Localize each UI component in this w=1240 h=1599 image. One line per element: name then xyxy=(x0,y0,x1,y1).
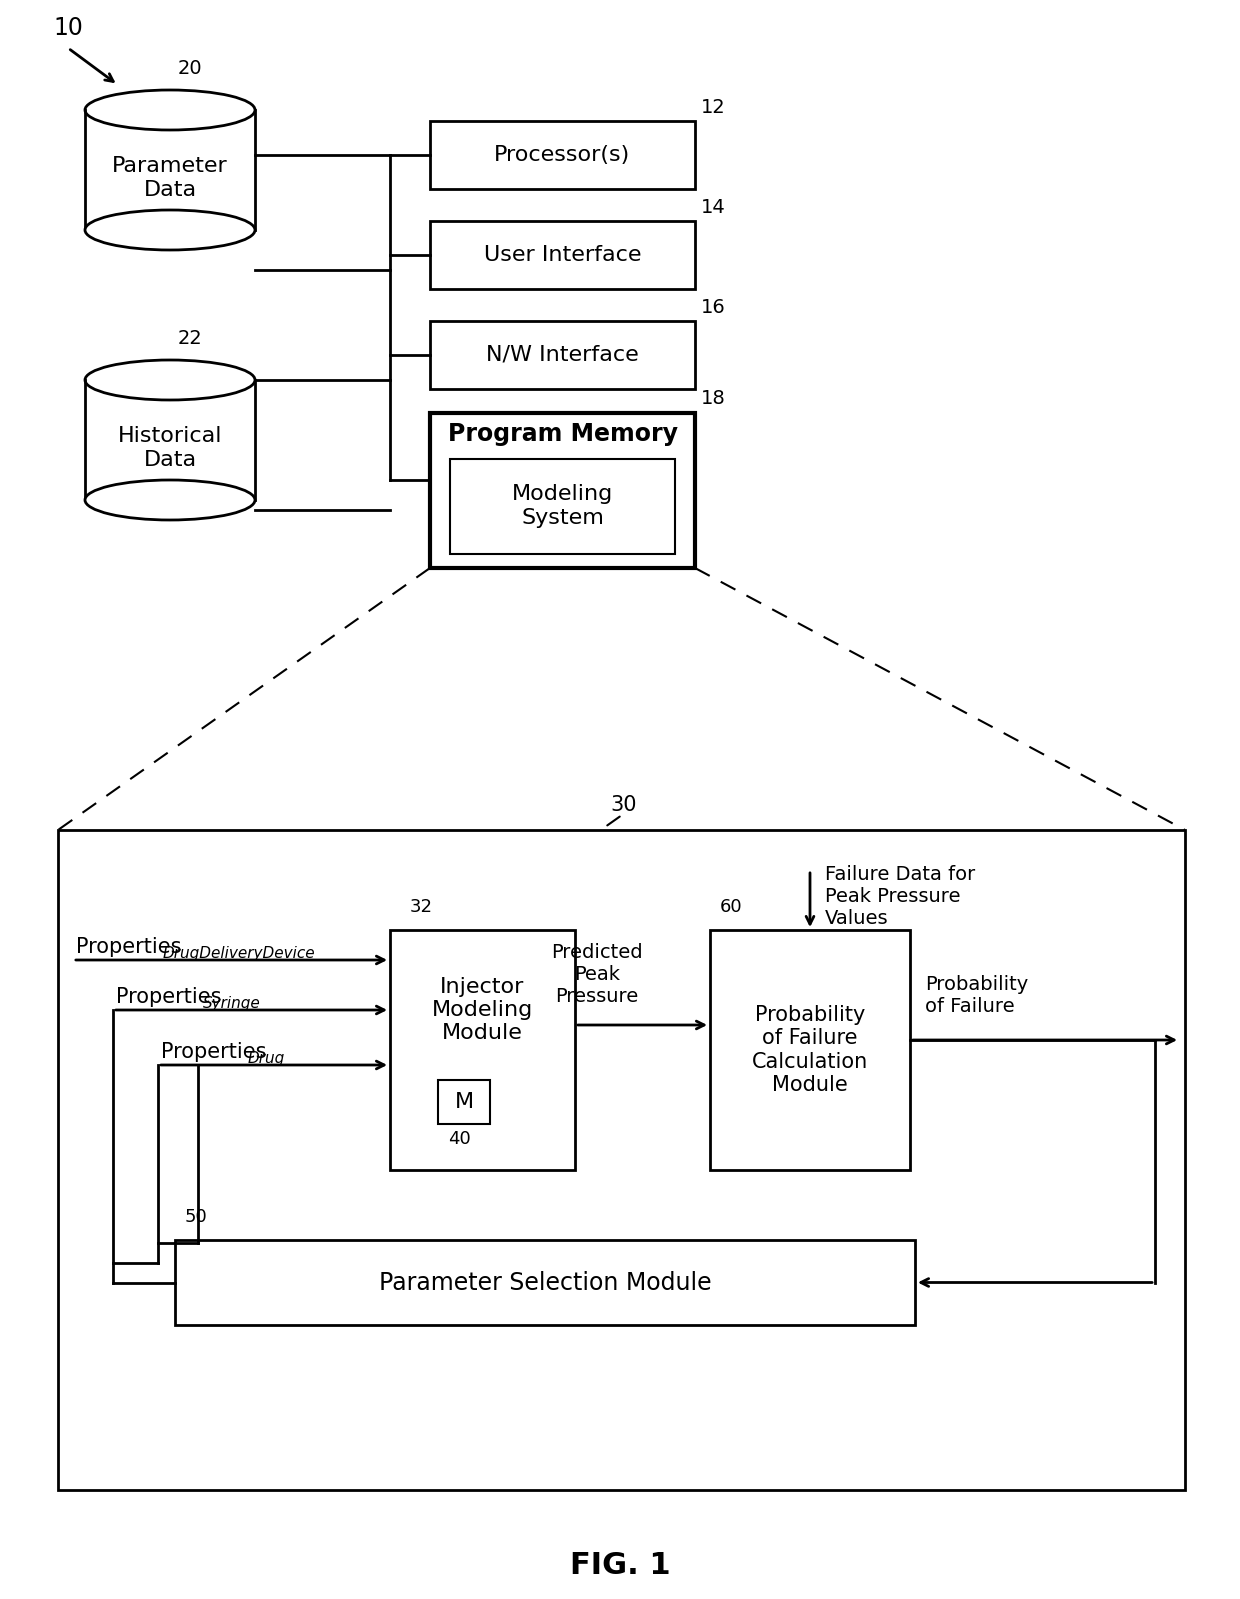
Bar xyxy=(450,459,675,553)
Text: Properties: Properties xyxy=(76,937,188,956)
Text: Parameter Selection Module: Parameter Selection Module xyxy=(378,1271,712,1295)
Text: 12: 12 xyxy=(701,98,725,117)
Text: 10: 10 xyxy=(53,16,83,40)
Text: 18: 18 xyxy=(701,390,725,408)
Text: 14: 14 xyxy=(701,198,725,217)
Text: Probability
of Failure: Probability of Failure xyxy=(925,974,1028,1015)
Text: 20: 20 xyxy=(179,59,202,78)
Text: 16: 16 xyxy=(701,297,725,317)
Bar xyxy=(438,1079,490,1124)
Text: User Interface: User Interface xyxy=(484,245,641,265)
Text: Program Memory: Program Memory xyxy=(448,422,677,446)
Text: DrugDeliveryDevice: DrugDeliveryDevice xyxy=(162,947,316,961)
Bar xyxy=(175,1239,915,1326)
Ellipse shape xyxy=(86,480,255,520)
Bar xyxy=(430,221,694,289)
Text: 22: 22 xyxy=(179,329,203,349)
Text: FIG. 1: FIG. 1 xyxy=(569,1551,671,1580)
Bar xyxy=(430,413,694,568)
Text: Modeling
System: Modeling System xyxy=(512,484,613,528)
Ellipse shape xyxy=(86,90,255,130)
Ellipse shape xyxy=(86,360,255,400)
Text: Drug: Drug xyxy=(248,1051,285,1067)
Text: Injector
Modeling
Module: Injector Modeling Module xyxy=(432,977,533,1043)
Text: Probability
of Failure
Calculation
Module: Probability of Failure Calculation Modul… xyxy=(751,1006,868,1095)
Text: Historical
Data: Historical Data xyxy=(118,427,222,470)
Text: Properties: Properties xyxy=(117,987,228,1007)
Text: Properties: Properties xyxy=(161,1043,273,1062)
Text: 60: 60 xyxy=(720,899,743,916)
Text: 32: 32 xyxy=(410,899,433,916)
Text: 30: 30 xyxy=(610,795,636,815)
Text: 40: 40 xyxy=(448,1130,471,1148)
Bar xyxy=(86,110,255,230)
Text: M: M xyxy=(454,1092,474,1111)
Ellipse shape xyxy=(86,209,255,249)
Text: Processor(s): Processor(s) xyxy=(495,146,631,165)
Bar xyxy=(391,931,575,1170)
Bar xyxy=(711,931,910,1170)
Text: Failure Data for
Peak Pressure
Values: Failure Data for Peak Pressure Values xyxy=(825,865,975,927)
Text: Syringe: Syringe xyxy=(203,996,260,1011)
Bar xyxy=(86,381,255,500)
Text: N/W Interface: N/W Interface xyxy=(486,345,639,365)
Bar xyxy=(430,122,694,189)
Text: 50: 50 xyxy=(185,1207,208,1226)
Text: Parameter
Data: Parameter Data xyxy=(112,157,228,200)
Text: Predicted
Peak
Pressure: Predicted Peak Pressure xyxy=(552,943,642,1006)
Bar xyxy=(430,321,694,389)
Bar xyxy=(58,830,1185,1490)
